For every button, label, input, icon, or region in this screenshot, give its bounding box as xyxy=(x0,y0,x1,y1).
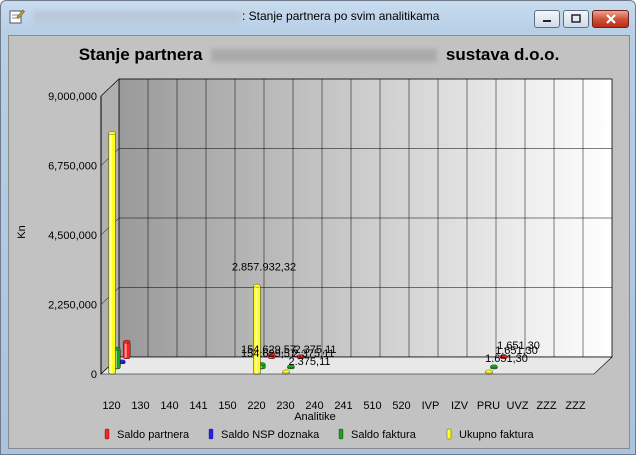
x-tick-label: IZV xyxy=(451,400,469,412)
x-tick-label: ZZZ xyxy=(536,400,556,412)
x-tick-label: 241 xyxy=(334,400,352,412)
chart-title-left: Stanje partnera xyxy=(78,45,203,64)
chart-title-right: sustava d.o.o. xyxy=(445,45,560,64)
bar-cap xyxy=(123,339,131,344)
x-tick-label: 130 xyxy=(131,400,149,412)
y-tick-label: 4,500,000 xyxy=(48,230,97,242)
company-name-blurred xyxy=(211,49,438,63)
y-tick-label: 9,000,000 xyxy=(48,91,97,103)
edit-icon xyxy=(9,9,25,24)
bar-cap xyxy=(500,354,508,358)
maximize-icon xyxy=(571,14,581,23)
legend-label: Ukupno faktura xyxy=(459,429,534,441)
y-tick-label: 2,250,000 xyxy=(48,300,97,312)
bar-cap xyxy=(287,364,295,369)
window-title-blurred xyxy=(33,11,241,23)
x-tick-label: UVZ xyxy=(507,400,529,412)
close-icon xyxy=(605,14,616,24)
x-tick-label: 220 xyxy=(247,400,265,412)
data-label: 2.375,11 xyxy=(294,344,336,356)
bar-cap xyxy=(297,354,305,358)
x-tick-label: 140 xyxy=(160,400,178,412)
bar-highlight xyxy=(259,365,262,368)
x-tick-label: 230 xyxy=(276,400,294,412)
bar-chart: 0 2,250,000 4,500,000 6,750,000 9,000,000 2.8… xyxy=(16,78,613,441)
chart-floor xyxy=(100,356,613,375)
x-tick-label: 141 xyxy=(189,400,207,412)
legend-label: Saldo partnera xyxy=(117,429,190,441)
data-label: 154.629,57 xyxy=(241,344,296,356)
title-bar[interactable]: : Stanje partnera po svim analitikama xyxy=(1,1,635,31)
bar-cap xyxy=(253,283,261,288)
y-tick-label: 6,750,000 xyxy=(48,161,97,173)
y-axis-title: Kn xyxy=(16,225,28,238)
data-label: 2.857.932,32 xyxy=(232,262,296,274)
gridline-side xyxy=(100,78,120,97)
x-tick-label: IVP xyxy=(422,400,440,412)
chart-area: Stanje partnera sustava d.o.o. 0 2,250,00… xyxy=(8,35,630,449)
minimize-icon xyxy=(543,20,551,22)
legend-swatch xyxy=(104,428,110,440)
minimize-button[interactable] xyxy=(534,10,560,28)
legend-label: Saldo faktura xyxy=(351,429,417,441)
data-label: 2.375,11 xyxy=(292,348,334,360)
chart-title: Stanje partnera sustava d.o.o. xyxy=(9,45,629,65)
data-label: 2.375,11 xyxy=(288,356,330,368)
legend-swatch xyxy=(338,428,344,440)
bar-highlight xyxy=(114,349,117,368)
data-label: 154.629,57 xyxy=(241,348,296,360)
maximize-button[interactable] xyxy=(563,10,589,28)
bar-cap xyxy=(282,369,290,374)
bar-highlight xyxy=(269,354,272,358)
x-tick-label: 510 xyxy=(363,400,381,412)
close-button[interactable] xyxy=(592,10,629,28)
bar-highlight xyxy=(255,286,257,373)
bar-cap xyxy=(485,369,493,374)
data-label: 1.651,30 xyxy=(485,353,528,365)
x-tick-label: 120 xyxy=(102,400,120,412)
legend-swatch xyxy=(208,428,214,440)
bar-highlight xyxy=(124,342,127,358)
x-tick-label: 150 xyxy=(218,400,236,412)
x-tick-label: PRU xyxy=(477,400,500,412)
x-tick-label: 520 xyxy=(392,400,410,412)
y-tick-label: 0 xyxy=(91,369,97,381)
x-axis-title: Analitike xyxy=(294,411,336,423)
data-label: 1.651,30 xyxy=(495,345,538,357)
x-tick-label: 240 xyxy=(305,400,323,412)
x-tick-label: ZZZ xyxy=(565,400,585,412)
legend-swatch xyxy=(446,428,452,440)
bar-highlight xyxy=(110,134,112,373)
bar-cap xyxy=(108,131,116,135)
legend-label: Saldo NSP doznaka xyxy=(221,429,320,441)
bar-cap xyxy=(268,352,276,356)
window-title: : Stanje partnera po svim analitikama xyxy=(242,9,440,23)
bar-cap xyxy=(490,364,498,369)
data-label: 1.651,30 xyxy=(497,340,540,352)
